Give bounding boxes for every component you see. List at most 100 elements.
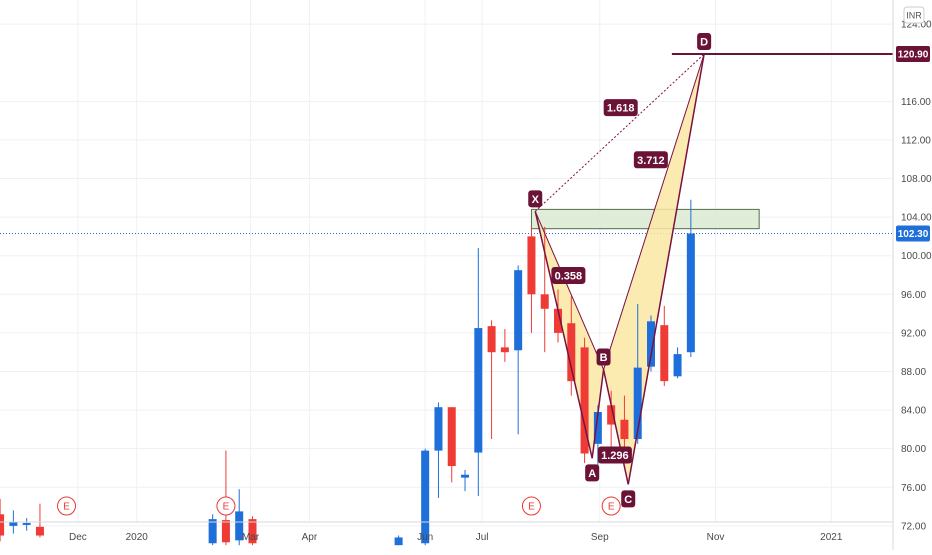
candle-down [580,337,589,464]
pattern-leg-bd [603,53,705,370]
candle-body [421,450,430,544]
candle-body [593,412,602,444]
pattern-point-badge [697,33,712,51]
candle-body [673,354,682,377]
earnings-letter: E [528,502,535,513]
pattern-ratio-badge [633,151,668,169]
pattern-ratio-label: 0.358 [551,266,586,284]
time-tick-label: Nov [707,532,725,543]
price-tick-label: 100.00 [901,251,932,262]
pattern-leg [602,369,629,485]
candle-body [22,522,31,525]
price-tick-label: 80.00 [901,444,926,455]
candle-body [235,511,244,541]
pattern-ratio-text: 1.296 [601,450,629,462]
candle-up [208,514,217,546]
pattern-leg [627,53,705,485]
pattern-ratio-badge [551,266,586,284]
candle-up [474,247,483,496]
candle-body [633,367,642,440]
pattern-point-label-c: C [621,490,636,508]
candle-body [686,233,695,353]
candle-up [394,535,403,546]
candle-up [514,265,523,435]
price-tick-label: 72.00 [901,521,926,532]
candle-up [633,303,642,444]
candle-body [607,405,616,425]
price-tick-label: 76.00 [901,483,926,494]
price-tick-label: 116.00 [901,97,931,108]
price-tick-label: 84.00 [901,406,926,417]
candle-down [35,503,44,538]
candle-body [514,270,523,351]
candle-body [580,347,589,454]
candle-body [434,407,443,451]
candle-body [0,514,5,536]
pattern-point-label-x: X [528,190,543,208]
pattern-leg-xb [534,211,605,370]
candle-down [500,329,509,362]
candle-body [660,325,669,382]
candle-body [540,294,549,309]
pattern-ratio-text: 0.358 [555,270,583,282]
candle-body [221,520,230,543]
candle-body [647,321,656,367]
pattern-ratio-text: 1.618 [607,103,635,115]
target-price-tag-text: 120.90 [898,50,929,61]
pattern-ratio-badge [597,446,632,464]
pattern-point-text: X [532,194,540,206]
candle-up [673,347,682,379]
currency-text: INR [906,11,922,21]
candle-body [474,328,483,453]
time-tick-label: Sep [591,532,609,543]
candle-body [554,308,563,333]
earnings-letter: E [223,502,230,513]
candle-up [461,469,470,492]
price-tick-label: 108.00 [901,174,932,185]
time-tick-label: Mar [242,532,260,543]
earnings-circle [521,496,541,516]
candle-down [660,305,669,386]
candle-body [567,323,576,382]
pattern-point-label-b: B [596,348,611,366]
time-tick-label: Jul [476,532,489,543]
candle-body [394,537,403,546]
price-tick-label: 104.00 [901,213,932,224]
pattern-ratio-badge [603,99,638,117]
pattern-point-text: C [624,494,632,506]
earnings-circle [216,496,236,516]
pattern-point-badge [621,490,636,508]
candle-down [540,226,549,353]
time-tick-label: Apr [302,532,318,543]
time-tick-label: Dec [69,532,87,543]
target-price-tag-box [896,46,930,63]
pattern-point-text: D [700,37,708,49]
pattern-ratio-label: 3.712 [633,151,668,169]
candle-body [9,522,18,526]
pattern-leg [534,211,593,459]
time-tick-label: 2020 [126,532,149,543]
time-tick-label: Jun [417,532,433,543]
pattern-point-label-a: A [585,464,600,482]
earnings-circle [57,496,77,516]
candle-down [554,289,563,343]
price-tick-label: 92.00 [901,328,926,339]
pattern-point-badge [585,464,600,482]
price-tick-label: 96.00 [901,290,926,301]
pattern-leg-xd [534,53,705,212]
candle-down [487,320,496,440]
earnings-letter: E [608,502,615,513]
candle-up [235,489,244,546]
candle-body [35,526,44,536]
pattern-point-badge [528,190,543,208]
price-tick-label: 112.00 [901,135,931,146]
candle-up [647,315,656,372]
earnings-marker: E [57,496,77,516]
candle-down [447,407,456,483]
last-price-tag-text: 102.30 [898,229,929,240]
candle-body [461,474,470,478]
